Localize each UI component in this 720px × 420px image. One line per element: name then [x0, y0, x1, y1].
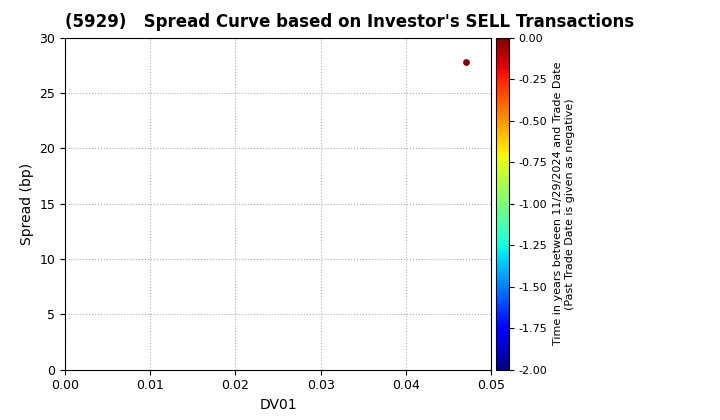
Text: (5929)   Spread Curve based on Investor's SELL Transactions: (5929) Spread Curve based on Investor's …	[65, 13, 634, 31]
Y-axis label: Time in years between 11/29/2024 and Trade Date
(Past Trade Date is given as neg: Time in years between 11/29/2024 and Tra…	[553, 62, 575, 345]
Point	[460, 59, 472, 66]
X-axis label: DV01: DV01	[259, 398, 297, 412]
Y-axis label: Spread (bp): Spread (bp)	[19, 163, 34, 245]
